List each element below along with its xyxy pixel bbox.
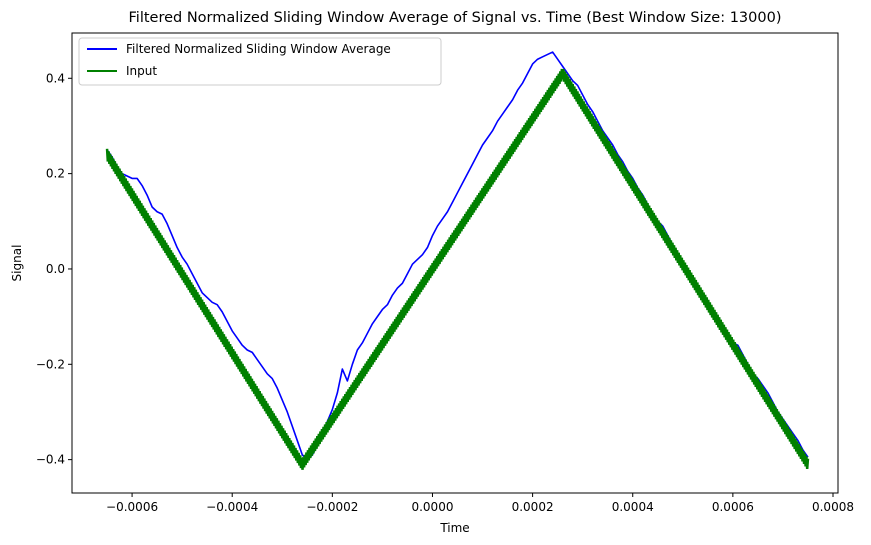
y-tick-label: −0.2 [36, 357, 65, 371]
y-axis: −0.4 −0.2 0.0 0.2 0.4 [36, 71, 72, 467]
x-tick-label: 0.0006 [712, 500, 754, 514]
y-tick-label: −0.4 [36, 453, 65, 467]
series-line-input [105, 68, 810, 470]
legend-label-input: Input [126, 64, 157, 78]
plot-frame [71, 32, 839, 494]
x-tick-label: 0.0000 [411, 500, 453, 514]
x-axis-label: Time [439, 521, 469, 535]
x-tick-label: 0.0002 [512, 500, 554, 514]
y-axis-label: Signal [10, 245, 24, 282]
chart-title: Filtered Normalized Sliding Window Avera… [129, 10, 782, 26]
x-tick-label: 0.0004 [612, 500, 654, 514]
legend-box [78, 37, 442, 86]
x-axis: −0.0006 −0.0004 −0.0002 0.0000 0.0002 0.0004 0… [106, 493, 854, 514]
y-tick-label: 0.4 [46, 71, 65, 85]
x-tick-label: −0.0006 [106, 500, 158, 514]
x-tick-label: −0.0002 [306, 500, 358, 514]
legend-label-filtered-average: Filtered Normalized Sliding Window Avera… [126, 42, 391, 56]
x-tick-label: 0.0008 [812, 500, 854, 514]
y-tick-label: 0.2 [46, 167, 65, 181]
legend: Filtered Normalized Sliding Window Avera… [78, 37, 442, 86]
x-tick-label: −0.0004 [206, 500, 258, 514]
y-tick-label: 0.0 [46, 262, 65, 276]
series-layer [105, 51, 810, 470]
